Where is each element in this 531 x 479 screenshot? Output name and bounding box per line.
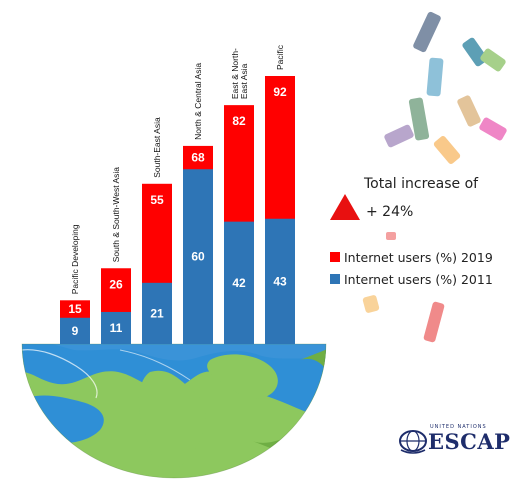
bar-2011-pacific (265, 218, 295, 344)
bar-group: 15 9 26 11 55 21 68 60 82 42 92 43 (60, 76, 295, 344)
legend-label-2019: Internet users (%) 2019 (344, 249, 493, 265)
bar-2011-pacific-developing (60, 317, 90, 344)
category-label-south-south-west-asia: South & South-West Asia (111, 167, 121, 263)
decorative-petal-ring (362, 11, 507, 343)
bar-2011-east-north-east-asia (224, 221, 254, 344)
globe-illustration (21, 343, 327, 479)
up-triangle-icon (330, 194, 360, 220)
value-label-2011-north-central-asia: 60 (191, 250, 205, 264)
chart-legend: Internet users (%) 2019 Internet users (… (330, 246, 493, 290)
category-labels: Pacific Developing South & South-West Asi… (70, 44, 285, 294)
category-label-south-east-asia: South-East Asia (152, 117, 162, 178)
legend-label-2011: Internet users (%) 2011 (344, 271, 493, 287)
logo-subtext: UNITED NATIONS (430, 424, 487, 430)
category-label-pacific: Pacific (275, 44, 285, 70)
value-label-2011-east-north-east-asia: 42 (232, 276, 246, 290)
value-label-2019-east-north-east-asia: 82 (232, 114, 246, 128)
value-label-2019-pacific-developing: 15 (68, 302, 82, 316)
legend-swatch-2019 (330, 252, 340, 262)
value-label-2011-pacific-developing: 9 (72, 324, 79, 338)
legend-item-2019: Internet users (%) 2019 (330, 246, 493, 268)
un-emblem-icon (399, 430, 427, 454)
value-label-2019-pacific: 92 (273, 85, 287, 99)
legend-swatch-2011 (330, 274, 340, 284)
category-label-pacific-developing: Pacific Developing (70, 224, 80, 294)
increase-title: Total increase of (364, 176, 479, 192)
logo-text: ESCAP (428, 429, 511, 454)
category-label-north-central-asia: North & Central Asia (193, 63, 203, 140)
value-label-2011-pacific: 43 (273, 274, 287, 288)
bar-2011-north-central-asia (183, 169, 213, 344)
category-label-east-north-east-asia: East & North-East Asia (230, 48, 249, 99)
increase-value: + 24% (366, 204, 414, 220)
value-label-2019-south-south-west-asia: 26 (109, 277, 123, 291)
bar-2011-south-south-west-asia (101, 311, 131, 344)
value-label-2019-north-central-asia: 68 (191, 151, 205, 165)
escap-logo: UNITED NATIONS ESCAP (398, 424, 516, 454)
value-label-2011-south-south-west-asia: 11 (110, 321, 123, 335)
legend-item-2011: Internet users (%) 2011 (330, 268, 493, 290)
value-label-2019-south-east-asia: 55 (150, 193, 164, 207)
value-label-2011-south-east-asia: 21 (150, 306, 164, 320)
bar-2011-south-east-asia (142, 282, 172, 344)
